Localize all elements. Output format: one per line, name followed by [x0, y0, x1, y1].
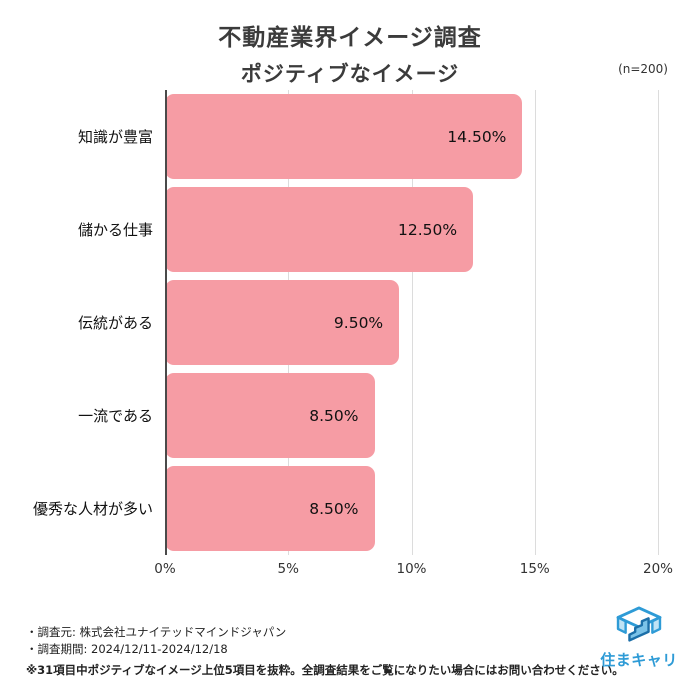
category-label: 儲かる仕事 [77, 221, 153, 239]
brand-logo: 住まキャリ [600, 606, 678, 670]
bar-row: 14.50% [165, 90, 658, 183]
bar-row: 9.50% [165, 276, 658, 369]
brand-logo-text: 住まキャリ [600, 651, 678, 669]
bar: 8.50% [165, 466, 375, 551]
category-labels: 知識が豊富儲かる仕事伝統がある一流である優秀な人材が多い [10, 90, 165, 555]
bar: 12.50% [165, 187, 474, 272]
sample-size-note: (n=200) [618, 62, 668, 76]
survey-period: ・調査期間: 2024/12/11-2024/12/18 [26, 642, 228, 657]
bar: 8.50% [165, 373, 375, 458]
footer-notes: ・調査元: 株式会社ユナイテッドマインドジャパン ・調査期間: 2024/12/… [26, 624, 624, 679]
page-subtitle: ポジティブなイメージ [240, 62, 460, 86]
bar: 9.50% [165, 280, 400, 365]
y-axis-line [165, 90, 167, 555]
x-tick-label: 5% [277, 561, 299, 577]
bar-row: 8.50% [165, 462, 658, 555]
category-label: 一流である [78, 407, 153, 425]
bar-row: 8.50% [165, 369, 658, 462]
survey-note: ※31項目中ポジティブなイメージ上位5項目を抜粋。全調査結果をご覧になりたい場合… [26, 662, 624, 677]
bar-chart: 知識が豊富儲かる仕事伝統がある一流である優秀な人材が多い 14.50% 12.50… [10, 90, 659, 555]
x-tick-label: 20% [642, 561, 674, 577]
bar-row: 12.50% [165, 183, 658, 276]
bar-value-label: 8.50% [309, 499, 359, 518]
x-tick-label: 15% [519, 561, 550, 577]
plot-area: 14.50% 12.50% 9.50% 8.50% 8.50% [165, 90, 659, 555]
stairs-box-icon [600, 606, 678, 648]
gridline [658, 90, 659, 555]
bar-value-label: 12.50% [398, 220, 458, 239]
x-tick-label: 0% [154, 561, 176, 577]
bar-value-label: 9.50% [333, 313, 384, 332]
bar-value-label: 14.50% [447, 127, 507, 146]
x-axis: 0% 5% 10% 15% 20% [154, 561, 673, 581]
bar-value-label: 8.50% [309, 406, 359, 425]
category-label: 伝統がある [77, 314, 153, 332]
survey-source: ・調査元: 株式会社ユナイテッドマインドジャパン [26, 625, 287, 639]
x-tick-label: 10% [396, 561, 427, 577]
gridline [534, 90, 536, 555]
page-title: 不動産業界イメージ調査 [218, 25, 482, 51]
bar: 14.50% [165, 94, 523, 179]
category-label: 優秀な人材が多い [32, 500, 153, 518]
gridline [411, 90, 413, 555]
category-label: 知識が豊富 [77, 128, 153, 146]
